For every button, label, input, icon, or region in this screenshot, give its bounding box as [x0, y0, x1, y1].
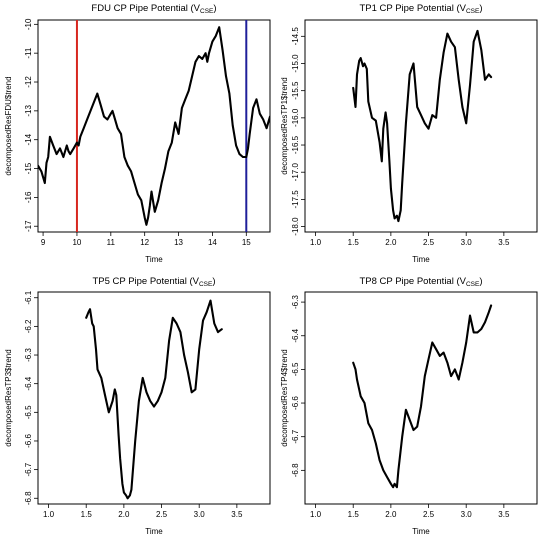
y-axis-label: decomposedResTP4$trend — [280, 349, 289, 446]
x-tick-label: 2.5 — [423, 238, 435, 247]
x-tick-label: 3.0 — [461, 510, 473, 519]
plot-frame — [304, 19, 538, 233]
x-axis-label: Time — [412, 255, 430, 264]
x-tick-label: 2.5 — [423, 510, 435, 519]
y-axis-label: decomposedResTP1$trend — [280, 77, 289, 174]
y-tick-label: -6.4 — [291, 328, 300, 342]
y-tick-label: -6.2 — [24, 319, 33, 333]
x-tick-label: 1.0 — [310, 510, 322, 519]
x-tick-label: 1.0 — [310, 238, 322, 247]
y-tick-label: -6.6 — [24, 434, 33, 448]
x-axis-label: Time — [145, 255, 163, 264]
x-tick-label: 10 — [72, 238, 81, 247]
y-tick-label: -6.5 — [291, 362, 300, 376]
x-tick-label: 1.0 — [43, 510, 55, 519]
y-tick-label: -12 — [24, 76, 33, 88]
y-tick-label: -14 — [24, 133, 33, 145]
y-tick-label: -6.5 — [24, 405, 33, 419]
x-tick-label: 12 — [140, 238, 149, 247]
x-tick-label: 15 — [242, 238, 251, 247]
trend-series-line — [352, 304, 493, 489]
x-tick-label: 3.5 — [498, 510, 510, 519]
y-tick-label: -11 — [24, 47, 33, 59]
y-tick-label: -16 — [24, 191, 33, 203]
x-tick-label: 2.0 — [118, 510, 130, 519]
x-tick-label: 1.5 — [348, 238, 360, 247]
x-tick-label: 3.0 — [194, 510, 206, 519]
x-tick-label: 9 — [41, 238, 46, 247]
y-tick-label: -15 — [24, 162, 33, 174]
y-tick-label: -15.0 — [291, 54, 300, 73]
x-tick-label: 13 — [174, 238, 183, 247]
y-tick-label: -10 — [24, 18, 33, 30]
y-tick-label: -6.7 — [24, 462, 33, 476]
y-tick-label: -13 — [24, 105, 33, 117]
y-tick-label: -17.5 — [291, 190, 300, 209]
y-tick-label: -6.8 — [24, 491, 33, 505]
y-tick-label: -14.5 — [291, 27, 300, 46]
x-tick-label: 14 — [208, 238, 217, 247]
chart-panel-fdu: FDU CP Pipe Potential (VCSE) Time decomp… — [4, 3, 271, 264]
y-tick-label: -18.0 — [291, 217, 300, 236]
x-tick-label: 2.0 — [385, 510, 397, 519]
y-axis-label: decomposedResFDU$trend — [4, 76, 13, 175]
x-axis-label: Time — [145, 527, 163, 536]
y-tick-label: -16.0 — [291, 108, 300, 127]
chart-panel-tp5: TP5 CP Pipe Potential (VCSE) Time decomp… — [4, 276, 271, 536]
y-tick-label: -6.6 — [291, 396, 300, 410]
y-axis-label: decomposedResTP3$trend — [4, 349, 13, 446]
y-tick-label: -15.5 — [291, 81, 300, 100]
x-tick-label: 2.5 — [156, 510, 168, 519]
trend-series-line — [352, 29, 493, 223]
plot-frame — [37, 19, 271, 233]
x-tick-label: 1.5 — [81, 510, 93, 519]
x-tick-label: 2.0 — [385, 238, 397, 247]
plot-frame — [37, 291, 271, 505]
chart-panel-tp8: TP8 CP Pipe Potential (VCSE) Time decomp… — [280, 276, 538, 536]
trend-series-line — [38, 26, 270, 226]
x-axis-label: Time — [412, 527, 430, 536]
y-tick-label: -17 — [24, 220, 33, 232]
x-tick-label: 3.5 — [498, 238, 510, 247]
y-tick-label: -6.4 — [24, 376, 33, 390]
chart-title: FDU CP Pipe Potential (VCSE) — [91, 3, 216, 15]
y-tick-label: -6.3 — [291, 295, 300, 309]
x-tick-label: 3.5 — [231, 510, 243, 519]
x-tick-label: 1.5 — [348, 510, 360, 519]
chart-panel-tp1: TP1 CP Pipe Potential (VCSE) Time decomp… — [280, 3, 538, 264]
chart-title: TP1 CP Pipe Potential (VCSE) — [359, 3, 482, 15]
x-tick-label: 3.0 — [461, 238, 473, 247]
y-tick-label: -6.8 — [291, 463, 300, 477]
y-tick-label: -6.7 — [291, 429, 300, 443]
y-tick-label: -17.0 — [291, 163, 300, 182]
y-tick-label: -6.3 — [24, 348, 33, 362]
chart-title: TP8 CP Pipe Potential (VCSE) — [359, 276, 482, 288]
y-tick-label: -16.5 — [291, 135, 300, 154]
y-tick-label: -6.1 — [24, 290, 33, 304]
trend-series-line — [85, 299, 223, 500]
plot-frame — [304, 291, 538, 505]
x-tick-label: 11 — [107, 238, 116, 247]
chart-title: TP5 CP Pipe Potential (VCSE) — [92, 276, 215, 288]
